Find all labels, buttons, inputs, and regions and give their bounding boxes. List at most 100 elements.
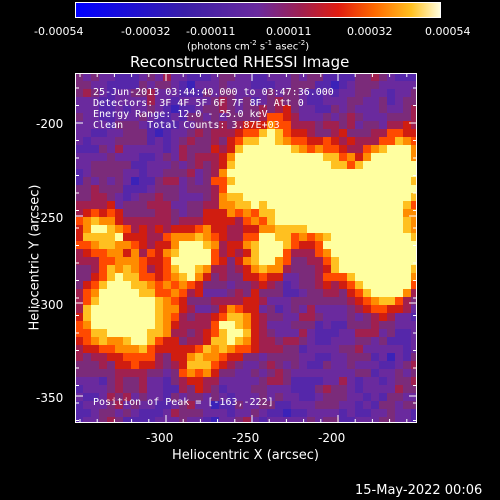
image-pixel (347, 137, 355, 145)
image-pixel (339, 185, 347, 193)
image-pixel (227, 369, 235, 377)
image-pixel (171, 345, 179, 353)
image-pixel (91, 113, 99, 121)
image-pixel (363, 417, 371, 423)
image-pixel (131, 321, 139, 329)
image-pixel (195, 417, 203, 423)
image-pixel (163, 265, 171, 273)
image-pixel (227, 417, 235, 423)
image-pixel (291, 409, 299, 417)
image-pixel (371, 337, 379, 345)
image-pixel (107, 345, 115, 353)
image-pixel (147, 81, 155, 89)
image-pixel (211, 153, 219, 161)
image-pixel (387, 273, 395, 281)
image-pixel (259, 161, 267, 169)
image-pixel (267, 313, 275, 321)
image-pixel (411, 385, 417, 393)
image-pixel (243, 401, 251, 409)
image-pixel (379, 113, 387, 121)
image-pixel (107, 129, 115, 137)
image-pixel (347, 193, 355, 201)
image-pixel (171, 233, 179, 241)
image-pixel (131, 353, 139, 361)
image-pixel (171, 385, 179, 393)
image-pixel (219, 257, 227, 265)
image-pixel (235, 393, 243, 401)
image-pixel (331, 313, 339, 321)
image-pixel (179, 401, 187, 409)
image-pixel (315, 369, 323, 377)
image-pixel (107, 329, 115, 337)
image-pixel (307, 321, 315, 329)
image-pixel (275, 369, 283, 377)
image-pixel (219, 377, 227, 385)
image-pixel (195, 353, 203, 361)
image-pixel (331, 249, 339, 257)
image-pixel (203, 169, 211, 177)
image-pixel (355, 105, 363, 113)
image-pixel (379, 393, 387, 401)
image-pixel (75, 265, 83, 273)
image-pixel (83, 73, 91, 81)
image-pixel (243, 297, 251, 305)
image-pixel (315, 297, 323, 305)
image-pixel (403, 233, 411, 241)
image-pixel (147, 185, 155, 193)
image-pixel (243, 305, 251, 313)
image-pixel (235, 121, 243, 129)
image-pixel (187, 281, 195, 289)
image-pixel (131, 377, 139, 385)
image-pixel (163, 81, 171, 89)
image-pixel (187, 225, 195, 233)
image-pixel (371, 89, 379, 97)
image-pixel (91, 297, 99, 305)
image-pixel (203, 401, 211, 409)
image-pixel (115, 297, 123, 305)
image-pixel (371, 177, 379, 185)
image-pixel (155, 137, 163, 145)
image-pixel (115, 313, 123, 321)
image-pixel (155, 105, 163, 113)
image-pixel (307, 249, 315, 257)
image-pixel (371, 105, 379, 113)
image-pixel (83, 193, 91, 201)
image-pixel (123, 161, 131, 169)
image-pixel (283, 377, 291, 385)
image-pixel (411, 409, 417, 417)
image-pixel (75, 377, 83, 385)
x-tick-label: -250 (232, 431, 260, 445)
image-pixel (83, 297, 91, 305)
image-pixel (227, 193, 235, 201)
image-pixel (259, 265, 267, 273)
image-pixel (171, 113, 179, 121)
units-part: asec (272, 41, 299, 53)
image-pixel (155, 385, 163, 393)
image-pixel (187, 161, 195, 169)
image-pixel (163, 209, 171, 217)
image-pixel (99, 185, 107, 193)
image-pixel (339, 89, 347, 97)
image-pixel (315, 401, 323, 409)
image-pixel (179, 257, 187, 265)
image-pixel (323, 393, 331, 401)
image-pixel (203, 393, 211, 401)
image-pixel (99, 257, 107, 265)
image-pixel (251, 233, 259, 241)
image-pixel (307, 89, 315, 97)
image-pixel (371, 393, 379, 401)
image-pixel (259, 129, 267, 137)
image-pixel (75, 401, 83, 409)
image-pixel (387, 337, 395, 345)
image-pixel (323, 385, 331, 393)
image-pixel (83, 337, 91, 345)
image-pixel (195, 385, 203, 393)
image-pixel (371, 241, 379, 249)
image-pixel (99, 161, 107, 169)
image-pixel (235, 137, 243, 145)
image-pixel (211, 97, 219, 105)
image-pixel (363, 257, 371, 265)
image-pixel (411, 185, 417, 193)
image-pixel (235, 145, 243, 153)
image-pixel (75, 289, 83, 297)
